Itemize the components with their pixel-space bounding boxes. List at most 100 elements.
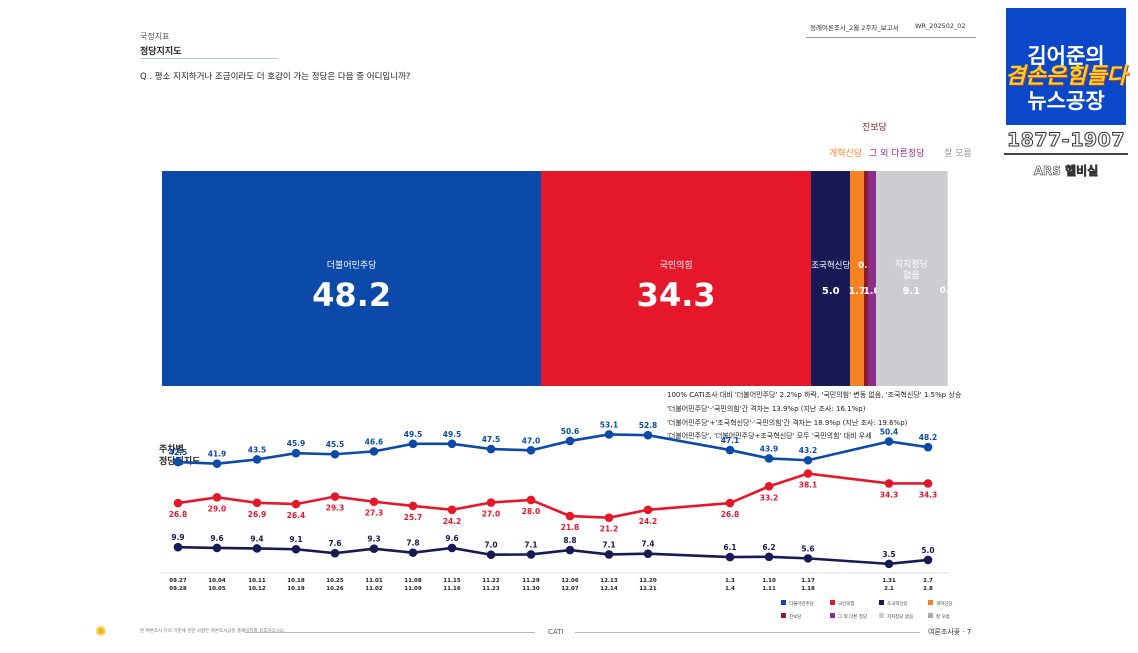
stack-segment-3 [850, 171, 864, 386]
series-0-point-2 [252, 455, 262, 464]
series-1-point-0 [173, 498, 183, 508]
note-4: '더불어민주당', '더불어민주당+조국혁신당' 모두 '국민의힘' 대비 우세 [667, 432, 872, 440]
series-1-point-7 [447, 505, 457, 515]
note-2: '더불어민주당'-'국민의힘'간 격차는 13.9%p (지난 조사: 16.1… [667, 405, 866, 413]
legend-swatch-1 [830, 600, 835, 605]
series-2-label-5: 9.3 [367, 535, 380, 544]
series-0-label-10: 50.6 [561, 427, 580, 436]
stack-value-label-1: 34.3 [636, 276, 716, 314]
x-tick-top-7: 11.15 [443, 578, 461, 584]
series-1-point-8 [486, 498, 496, 507]
survey-question: Q . 평소 지지하거나 조금이라도 더 호감이 가는 정당은 다음 중 어디입… [140, 72, 411, 82]
series-2-point-9 [526, 550, 536, 559]
note-3: '더불어민주당'+'조국혁신당'-'국민의힘'간 격차는 18.9%p (지난 … [667, 419, 908, 427]
legend-label-2: 조국혁신당 [887, 600, 908, 607]
stack-value-label-3: 1.7 [848, 286, 866, 297]
series-1-point-17 [923, 479, 933, 488]
series-2-point-6 [408, 548, 418, 557]
series-0-label-6: 49.5 [404, 430, 423, 439]
reform-above-label: 개혁신당 [829, 149, 863, 159]
x-tick-bottom-12: 12.21 [639, 586, 657, 592]
series-1-label-17: 34.3 [919, 490, 938, 499]
series-2-point-15 [803, 554, 813, 563]
logo-line-3: 뉴스공장 [1027, 89, 1105, 113]
series-0-point-16 [884, 437, 894, 446]
category-label: 국정지표 [140, 32, 170, 41]
stack-name-label-0: 더불어민주당 [326, 261, 377, 271]
x-tick-top-13: 1.3 [725, 578, 735, 584]
series-2-point-13 [725, 552, 735, 562]
series-0-label-12: 52.8 [639, 421, 658, 430]
x-tick-top-0: 09.27 [169, 578, 187, 584]
series-0-label-5: 46.6 [365, 437, 384, 446]
x-tick-top-5: 11.01 [365, 578, 383, 584]
stack-segment-4 [863, 171, 868, 386]
series-1-point-15 [803, 469, 813, 478]
x-tick-top-15: 1.17 [801, 578, 815, 584]
note-1: 100% CATI조사 대비 '더불어민주당' 2.2%p 하락, '국민의힘'… [667, 391, 962, 399]
series-1-label-15: 38.1 [799, 481, 818, 490]
legend-swatch-4 [781, 613, 786, 618]
x-tick-bottom-16: 2.1 [884, 586, 894, 592]
x-tick-bottom-3: 10.19 [287, 586, 305, 592]
x-tick-bottom-6: 11.09 [404, 586, 422, 592]
series-0-label-8: 47.5 [482, 435, 501, 444]
series-1-label-5: 27.3 [365, 509, 384, 518]
stack-value-label-6: 9.1 [902, 286, 921, 297]
stack-value-label-4: 0.5 [858, 261, 874, 271]
stack-segment-1 [541, 171, 812, 386]
series-0-label-1: 41.9 [208, 450, 227, 459]
stack-value-label-7: 0.1 [939, 286, 956, 296]
series-1-point-5 [369, 497, 379, 507]
series-2-label-8: 7.0 [484, 541, 497, 550]
legend-swatch-6 [879, 613, 884, 618]
series-2-label-1: 9.6 [210, 534, 223, 543]
stack-segment-5 [867, 171, 876, 386]
legend-label-0: 더불어민주당 [789, 600, 814, 607]
series-2-point-5 [369, 544, 379, 554]
series-0-point-10 [565, 436, 575, 446]
series-2-point-8 [486, 550, 496, 560]
stack-value-label-5: 1.0 [863, 286, 881, 297]
stack-segment-6 [875, 171, 948, 386]
trend-title-line1: 주차별 [159, 445, 184, 455]
report-divider [806, 37, 976, 38]
series-2-point-2 [252, 544, 262, 553]
x-tick-top-16: 1.31 [882, 578, 896, 584]
series-1-label-16: 34.3 [880, 490, 899, 499]
series-1-point-10 [565, 511, 575, 521]
series-1-label-2: 26.9 [248, 510, 267, 519]
series-1-label-12: 24.2 [639, 517, 658, 526]
series-1-point-12 [643, 505, 653, 515]
series-2-point-12 [643, 549, 653, 558]
phone-number: 1877-1907 [1006, 129, 1126, 152]
series-2-label-16: 3.5 [882, 550, 895, 559]
series-1-point-11 [604, 513, 614, 522]
x-tick-top-1: 10.04 [208, 578, 226, 584]
x-tick-top-10: 12.06 [561, 578, 579, 584]
series-0-label-15: 43.2 [799, 446, 818, 455]
series-0-point-3 [291, 448, 301, 458]
stack-name-label-2: 조국혁신당 [811, 261, 851, 271]
x-tick-bottom-13: 1.4 [725, 586, 735, 592]
series-1-label-11: 21.2 [600, 525, 619, 534]
footer-page: 여론조사꽃 · 7 [928, 628, 972, 636]
legend-label-4: 진보당 [789, 613, 801, 620]
series-2-label-10: 8.8 [563, 536, 576, 545]
footer-disclaimer: 본 여론조사 유의 기준에 관한 사항은 여론조사공정 홈페이지를 참조하십시오… [140, 629, 286, 634]
series-0-point-1 [212, 459, 222, 468]
legend-label-5: 그 외 다른 정당 [838, 613, 867, 620]
page-title: 정당지지도 [140, 47, 182, 57]
legend-label-7: 잘 모름 [936, 613, 950, 620]
series-1-label-13: 26.8 [721, 510, 740, 519]
series-1-label-1: 29.0 [208, 504, 227, 513]
series-line-2 [177, 545, 929, 566]
series-0-point-7 [447, 439, 457, 449]
stack-segment-0 [162, 171, 542, 386]
series-line-0 [177, 433, 929, 465]
series-2-label-4: 7.6 [328, 539, 341, 548]
x-tick-bottom-5: 11.02 [365, 586, 383, 592]
series-0-point-4 [330, 449, 340, 459]
series-0-label-17: 48.2 [919, 433, 938, 442]
series-0-point-8 [486, 444, 496, 454]
